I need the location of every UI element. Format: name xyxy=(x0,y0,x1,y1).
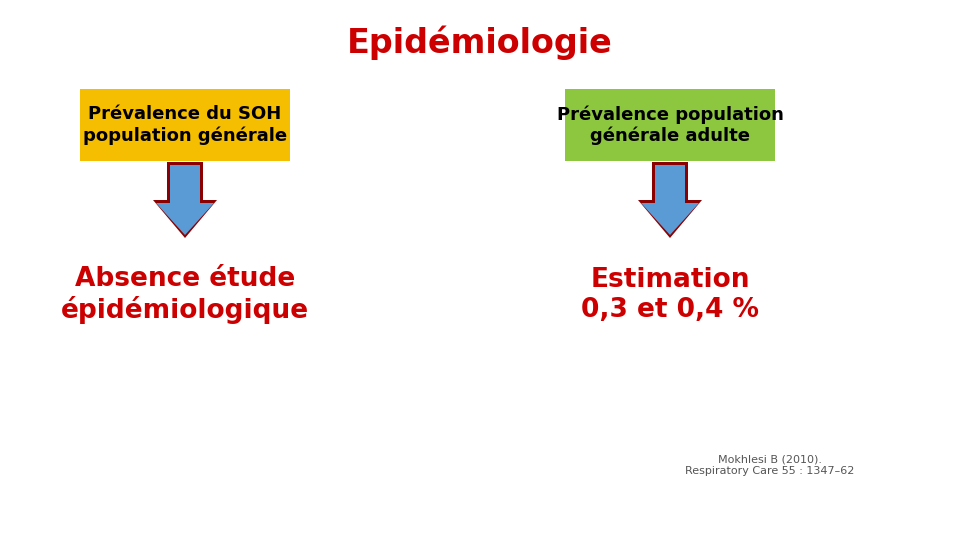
Polygon shape xyxy=(638,162,702,238)
FancyBboxPatch shape xyxy=(565,89,775,161)
Text: Estimation
0,3 et 0,4 %: Estimation 0,3 et 0,4 % xyxy=(581,267,759,323)
Text: Epidémiologie: Epidémiologie xyxy=(348,25,612,59)
Text: Absence étude
épidémiologique: Absence étude épidémiologique xyxy=(60,266,309,324)
Text: Prévalence population
générale adulte: Prévalence population générale adulte xyxy=(557,105,783,145)
Text: Prévalence du SOH
population générale: Prévalence du SOH population générale xyxy=(83,105,287,145)
FancyBboxPatch shape xyxy=(80,89,290,161)
Polygon shape xyxy=(156,165,214,235)
Polygon shape xyxy=(153,162,217,238)
Text: Mokhlesi B (2010).
Respiratory Care 55 : 1347–62: Mokhlesi B (2010). Respiratory Care 55 :… xyxy=(685,454,854,476)
Polygon shape xyxy=(641,165,699,235)
